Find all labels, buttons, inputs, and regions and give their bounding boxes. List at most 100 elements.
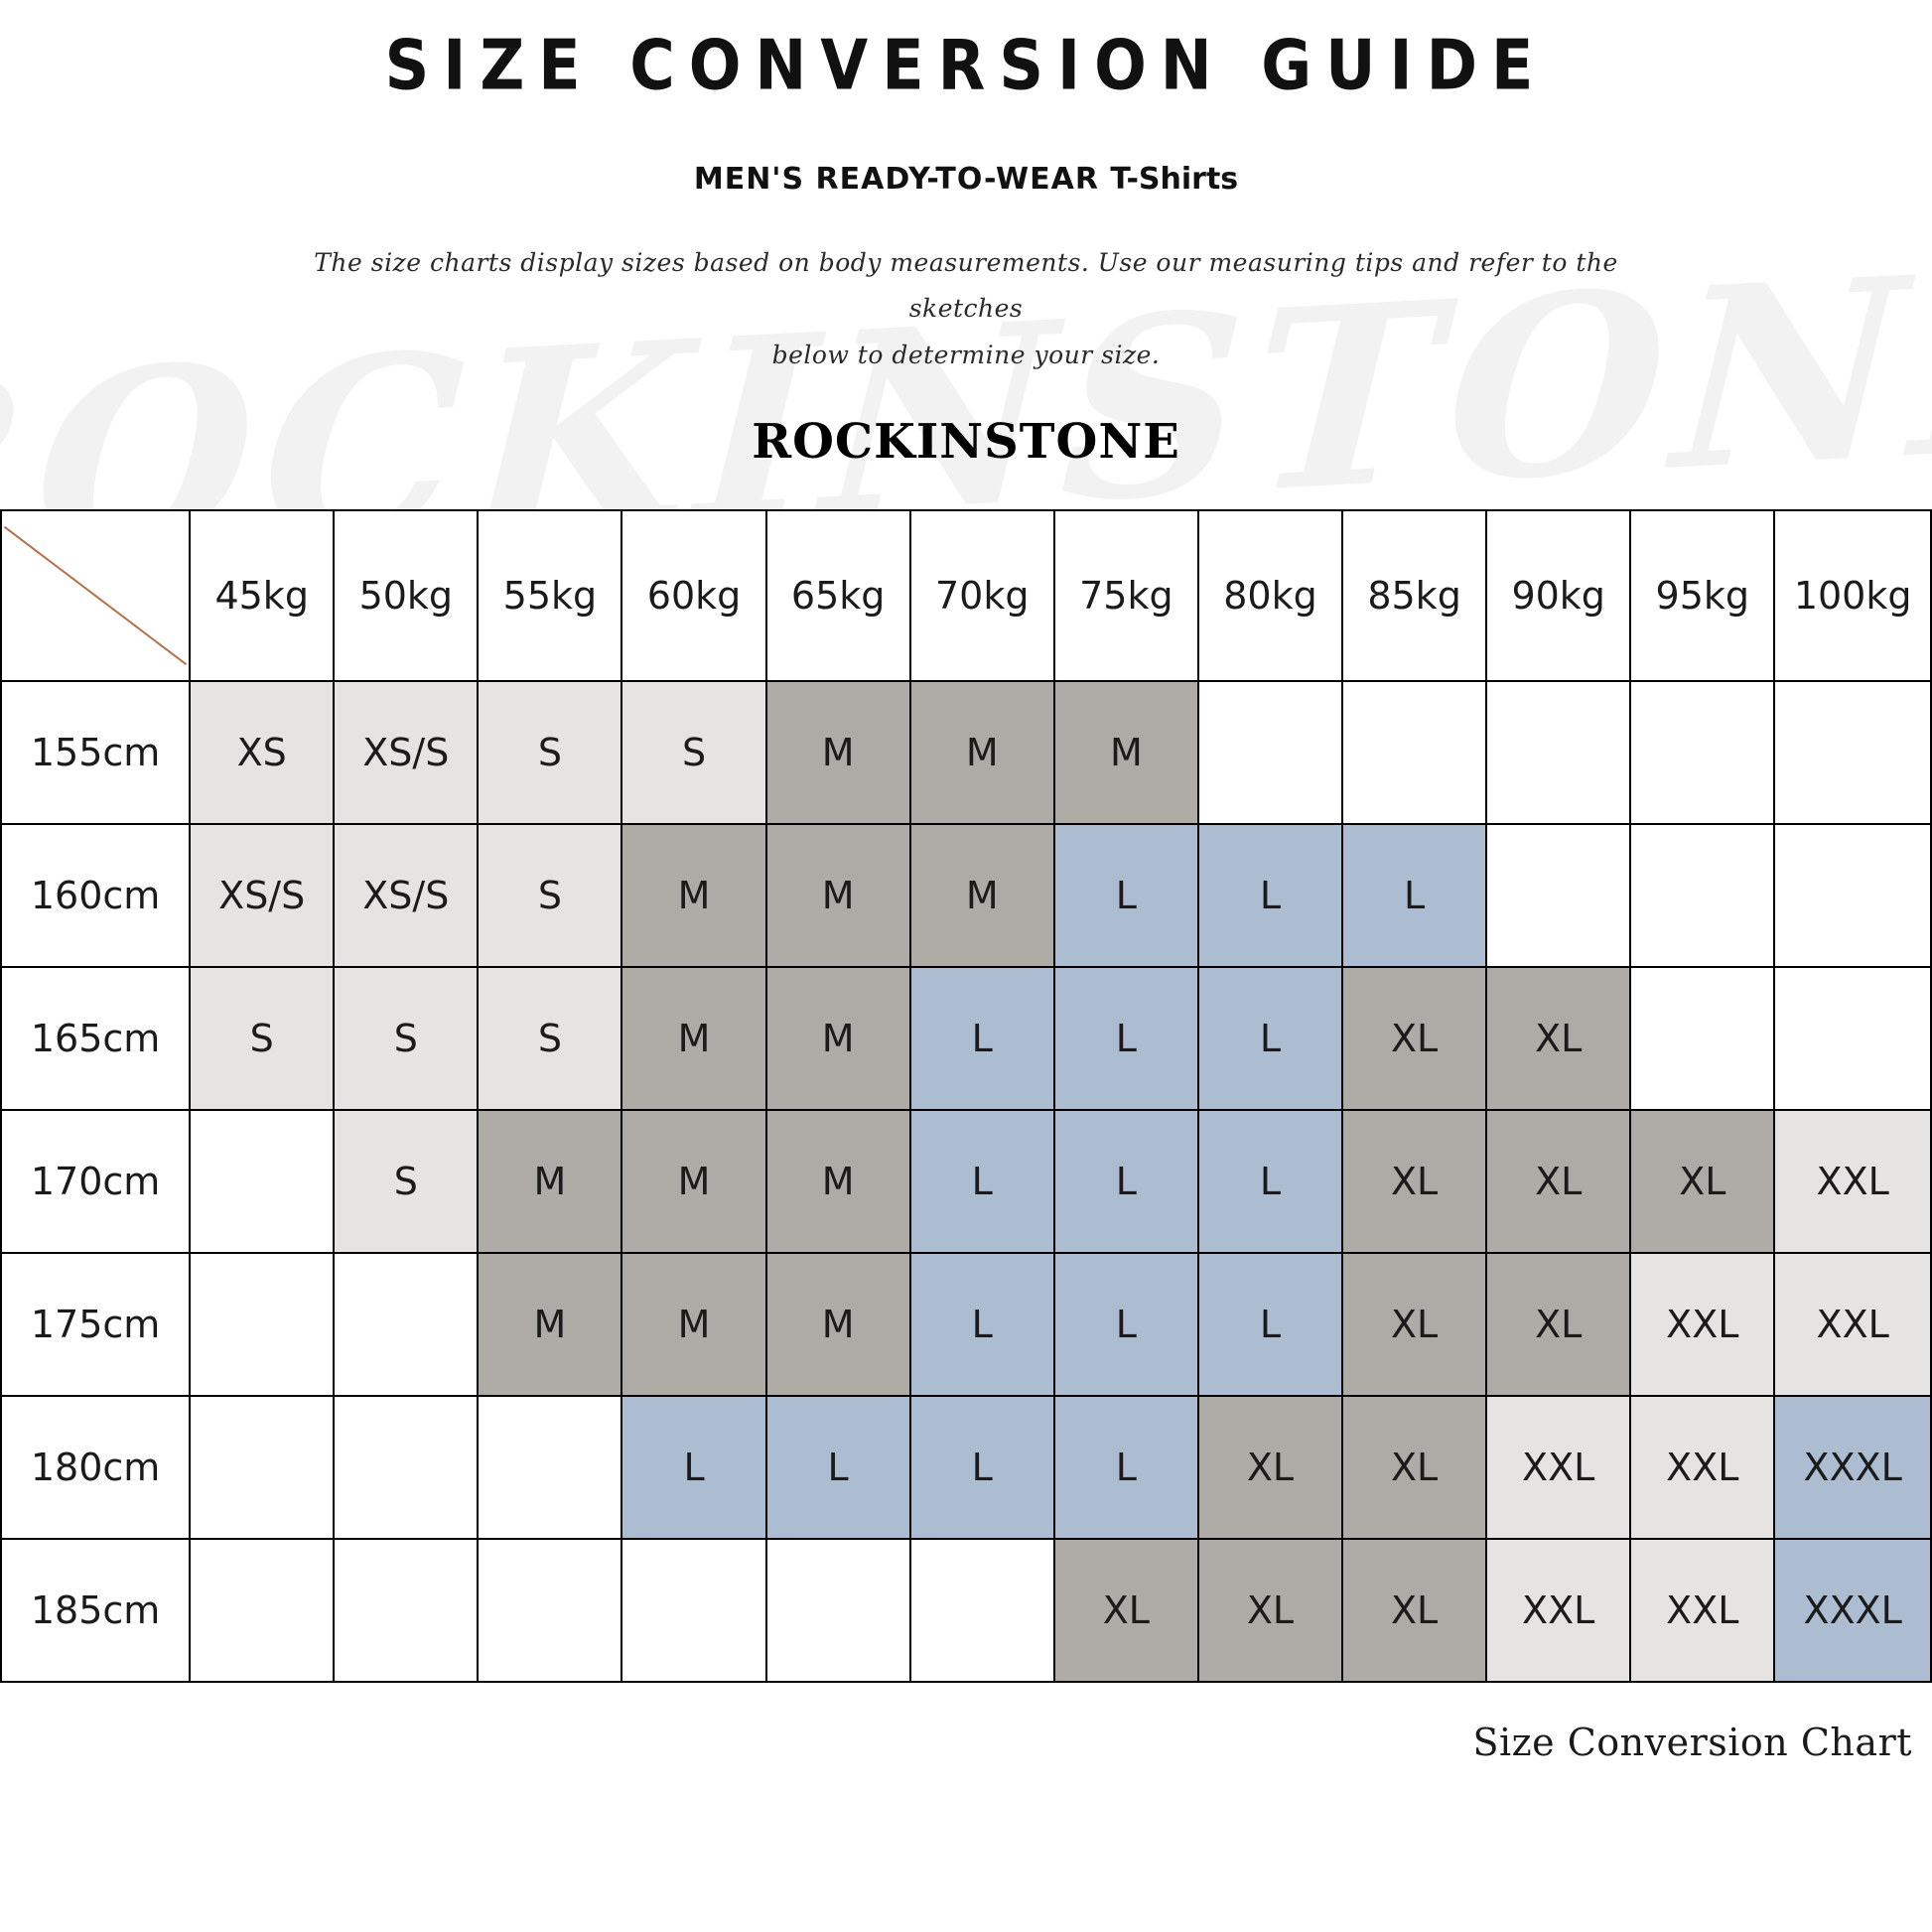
size-cell: L	[621, 1394, 767, 1540]
column-header-85kg: 85kg	[1341, 508, 1488, 682]
size-cell	[908, 1537, 1055, 1683]
size-cell	[1773, 679, 1932, 825]
size-cell: XS/S	[189, 822, 336, 968]
size-cell: XL	[1485, 1251, 1632, 1397]
size-cell	[1341, 679, 1488, 825]
size-cell: M	[621, 965, 767, 1111]
size-cell: XL	[1629, 1108, 1776, 1254]
size-cell	[333, 1537, 480, 1683]
size-cell: L	[908, 1394, 1055, 1540]
size-cell: XXL	[1629, 1251, 1776, 1397]
size-cell	[764, 1537, 911, 1683]
size-cell: XS/S	[333, 822, 480, 968]
size-cell: XS/S	[333, 679, 480, 825]
page-title: SIZE CONVERSION GUIDE	[384, 24, 1548, 106]
size-conversion-table: 45kg 50kg 55kg 60kg 65kg 70kg 75kg 80kg …	[0, 508, 1932, 1683]
size-cell: XL	[1196, 1537, 1344, 1683]
size-cell: S	[333, 1108, 480, 1254]
table-row: 185cm XL XL XL XXL XXL XXXL	[0, 1537, 1932, 1683]
size-cell: M	[621, 1108, 767, 1254]
size-cell	[1629, 822, 1776, 968]
size-cell: XXL	[1773, 1251, 1932, 1397]
size-cell: XXL	[1773, 1108, 1932, 1254]
size-cell: XL	[1052, 1537, 1199, 1683]
size-cell	[189, 1251, 336, 1397]
row-header-185cm: 185cm	[0, 1537, 192, 1683]
size-cell: L	[1052, 1108, 1199, 1254]
size-cell: XS	[189, 679, 336, 825]
chart-caption: Size Conversion Chart	[1472, 1720, 1912, 1764]
diagonal-divider-icon	[3, 525, 188, 665]
size-cell: L	[908, 1251, 1055, 1397]
size-cell: S	[189, 965, 336, 1111]
row-header-160cm: 160cm	[0, 822, 192, 968]
size-cell: M	[477, 1251, 623, 1397]
size-cell: L	[1052, 1251, 1199, 1397]
size-cell	[189, 1537, 336, 1683]
size-cell: S	[477, 679, 623, 825]
size-cell	[189, 1108, 336, 1254]
size-cell	[1773, 822, 1932, 968]
size-cell: M	[764, 1108, 911, 1254]
size-cell: L	[908, 1108, 1055, 1254]
row-header-165cm: 165cm	[0, 965, 192, 1111]
description-line-2: below to determine your size.	[771, 340, 1161, 369]
size-cell: XL	[1341, 1251, 1488, 1397]
size-cell: XL	[1485, 1108, 1632, 1254]
size-cell	[477, 1537, 623, 1683]
column-header-75kg: 75kg	[1052, 508, 1199, 682]
column-header-100kg: 100kg	[1773, 508, 1932, 682]
size-cell: XL	[1341, 965, 1488, 1111]
table-body: 155cm XS XS/S S S M M M 160cm XS/S XS/S …	[0, 679, 1932, 1683]
subtitle-category: T-Shirts	[1110, 162, 1239, 197]
description-text: The size charts display sizes based on b…	[271, 240, 1661, 378]
table-row: 170cm S M M M L L L XL XL XL XXL	[0, 1108, 1932, 1254]
size-cell: M	[1052, 679, 1199, 825]
column-header-60kg: 60kg	[621, 508, 767, 682]
size-cell: L	[1196, 822, 1344, 968]
size-cell: M	[764, 1251, 911, 1397]
size-cell: XL	[1341, 1537, 1488, 1683]
size-cell: L	[1052, 1394, 1199, 1540]
column-header-70kg: 70kg	[908, 508, 1055, 682]
table-row: 175cm M M M L L L XL XL XXL XXL	[0, 1251, 1932, 1397]
column-header-95kg: 95kg	[1629, 508, 1776, 682]
size-cell	[189, 1394, 336, 1540]
size-cell	[1773, 965, 1932, 1111]
size-cell: L	[908, 965, 1055, 1111]
table-header-row: 45kg 50kg 55kg 60kg 65kg 70kg 75kg 80kg …	[0, 508, 1932, 682]
description-line-1: The size charts display sizes based on b…	[314, 248, 1618, 324]
size-cell: S	[477, 822, 623, 968]
size-cell: M	[621, 1251, 767, 1397]
row-header-170cm: 170cm	[0, 1108, 192, 1254]
size-cell: XXL	[1485, 1394, 1632, 1540]
size-cell: XXL	[1485, 1537, 1632, 1683]
size-cell: XL	[1341, 1394, 1488, 1540]
size-cell: M	[908, 679, 1055, 825]
size-cell: L	[1052, 822, 1199, 968]
table-row: 160cm XS/S XS/S S M M M L L L	[0, 822, 1932, 968]
size-cell	[477, 1394, 623, 1540]
column-header-55kg: 55kg	[477, 508, 623, 682]
column-header-45kg: 45kg	[189, 508, 336, 682]
size-cell	[1485, 822, 1632, 968]
size-cell: L	[1196, 1108, 1344, 1254]
row-header-155cm: 155cm	[0, 679, 192, 825]
size-cell: M	[764, 965, 911, 1111]
corner-cell	[0, 508, 192, 682]
column-header-80kg: 80kg	[1196, 508, 1344, 682]
size-cell: M	[477, 1108, 623, 1254]
size-cell: XXL	[1629, 1394, 1776, 1540]
row-header-175cm: 175cm	[0, 1251, 192, 1397]
size-cell: XL	[1341, 1108, 1488, 1254]
size-cell	[621, 1537, 767, 1683]
table-row: 155cm XS XS/S S S M M M	[0, 679, 1932, 825]
table-row: 180cm L L L L XL XL XXL XXL XXXL	[0, 1394, 1932, 1540]
brand-name: ROCKINSTONE	[752, 413, 1180, 470]
column-header-90kg: 90kg	[1485, 508, 1632, 682]
size-cell: M	[908, 822, 1055, 968]
size-cell: XL	[1196, 1394, 1344, 1540]
size-cell: S	[621, 679, 767, 825]
column-header-50kg: 50kg	[333, 508, 480, 682]
size-cell	[333, 1394, 480, 1540]
